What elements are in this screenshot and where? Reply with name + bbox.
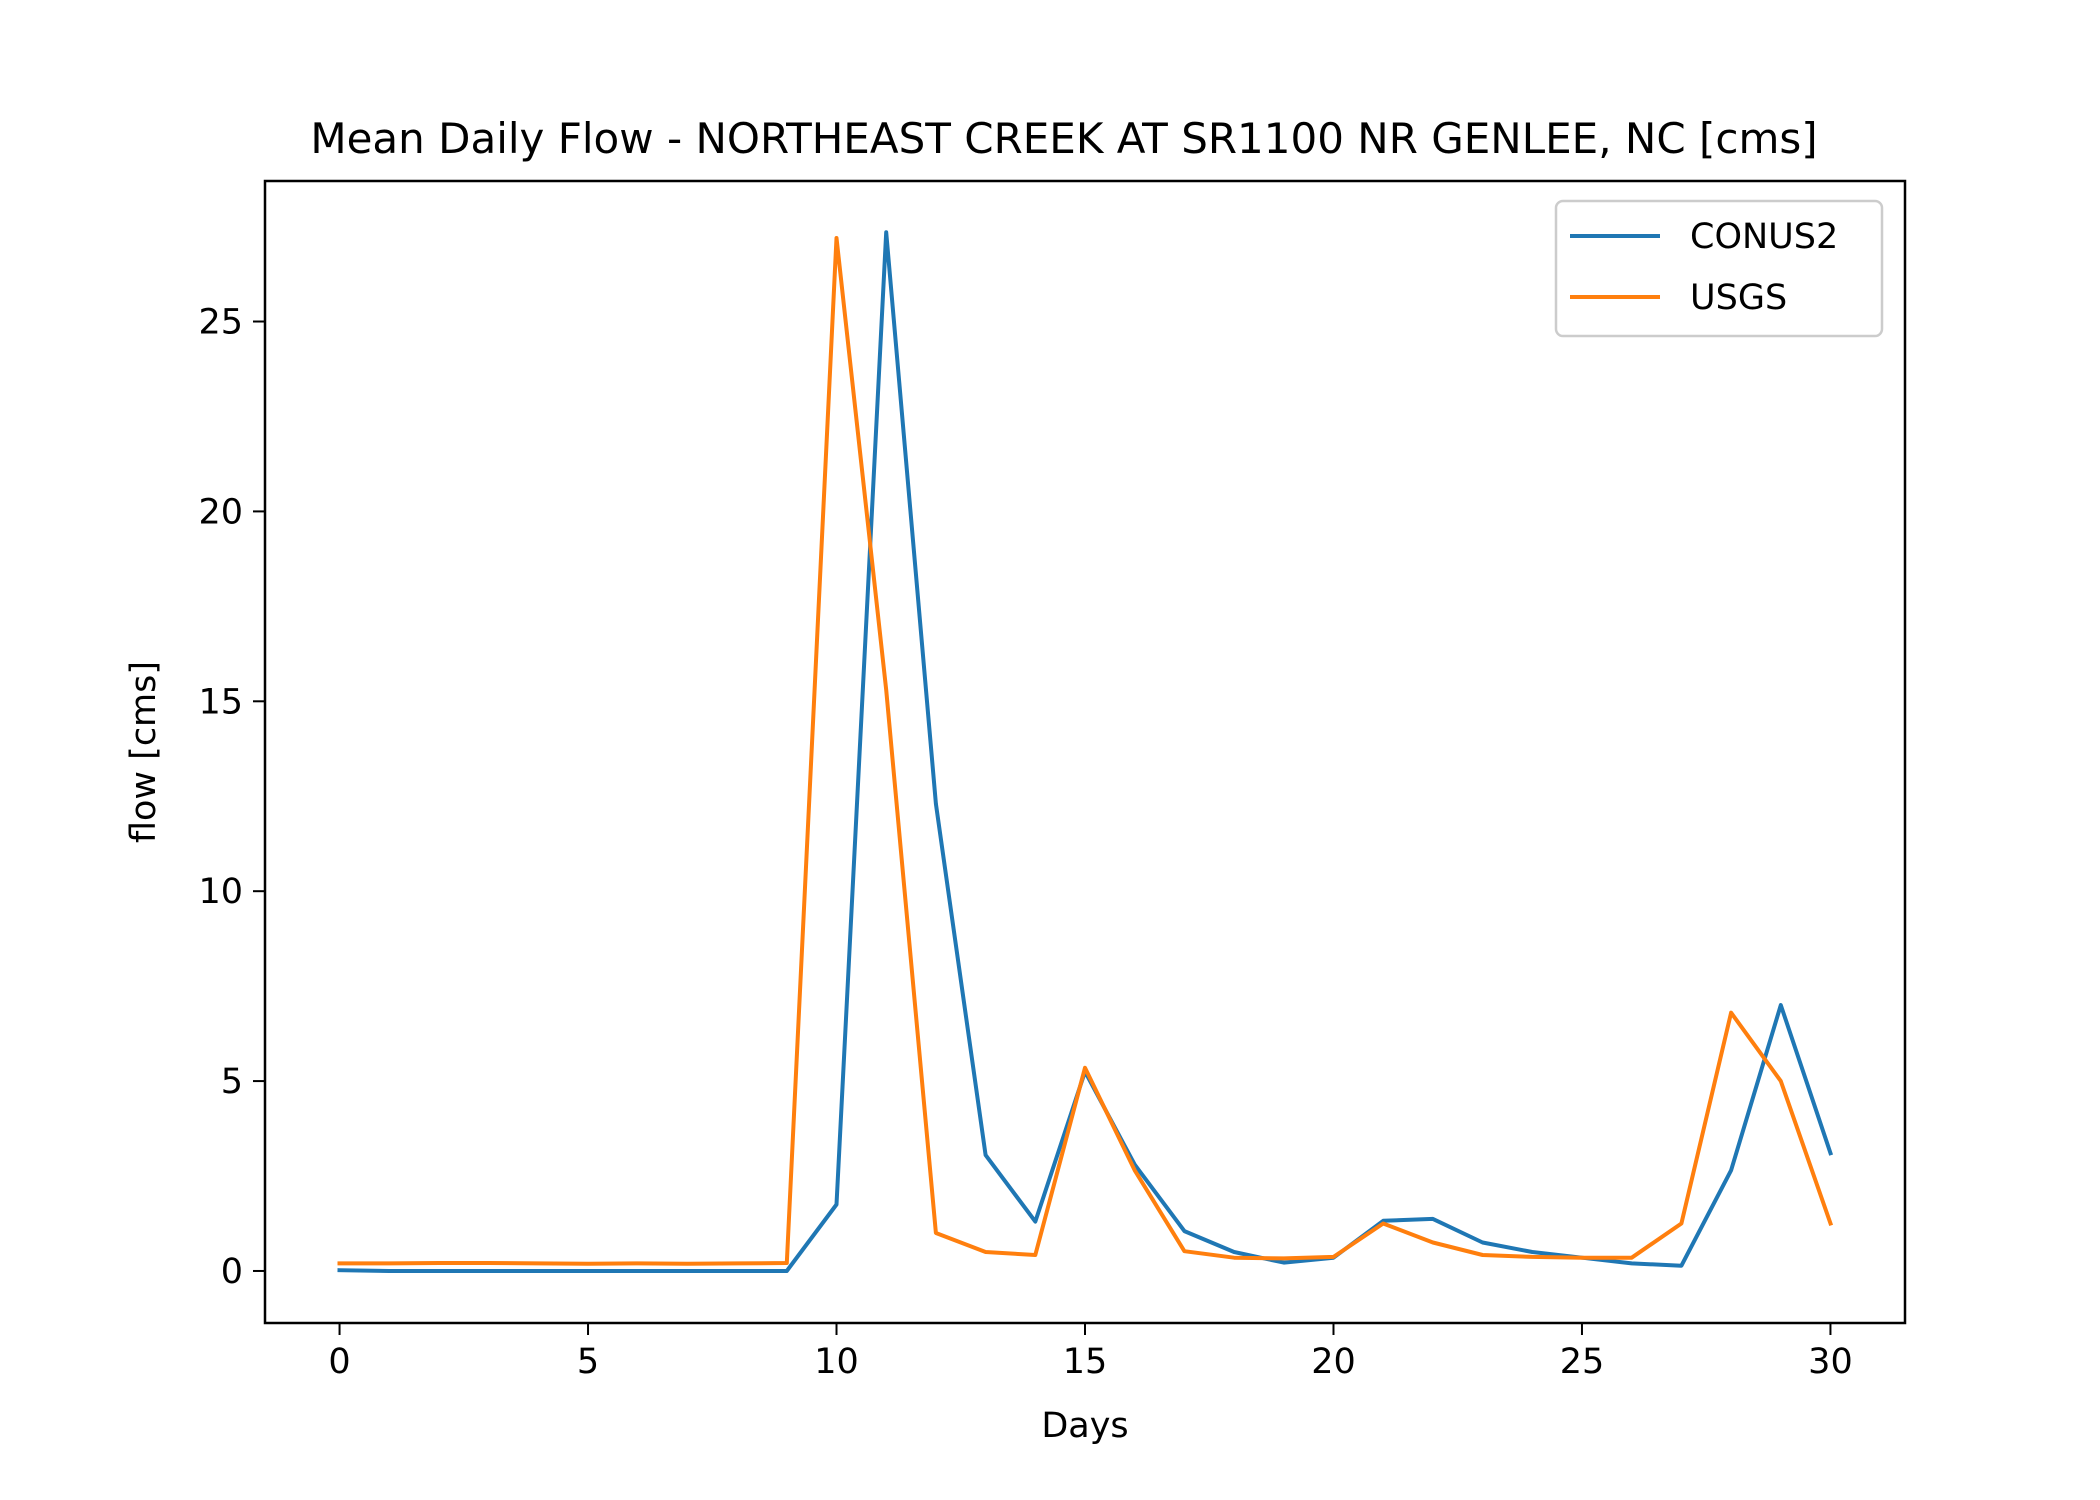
x-axis: 0 5 10 15 20 25 30 (328, 1323, 1853, 1382)
y-tick-label: 25 (198, 303, 243, 343)
x-tick-label: 5 (577, 1342, 599, 1382)
x-tick-label: 20 (1311, 1342, 1356, 1382)
y-tick-label: 20 (198, 492, 243, 532)
legend-label-conus2: CONUS2 (1690, 217, 1838, 257)
series-layer (337, 230, 1834, 1273)
x-tick-label: 10 (814, 1342, 859, 1382)
x-tick-label: 25 (1560, 1342, 1605, 1382)
y-tick-label: 15 (198, 682, 243, 722)
chart-title: Mean Daily Flow - NORTHEAST CREEK AT SR1… (310, 114, 1817, 163)
series-line-usgs (337, 236, 1834, 1266)
x-tick-label: 15 (1063, 1342, 1108, 1382)
legend-label-usgs: USGS (1690, 278, 1787, 318)
legend: CONUS2 USGS (1554, 199, 1884, 338)
x-axis-label: Days (1041, 1406, 1128, 1446)
x-tick-label: 30 (1808, 1342, 1853, 1382)
y-tick-label: 5 (221, 1062, 243, 1102)
y-axis: 0 5 10 15 20 25 (198, 303, 265, 1292)
y-tick-label: 10 (198, 872, 243, 912)
x-tick-label: 0 (328, 1342, 350, 1382)
y-tick-label: 0 (221, 1252, 243, 1292)
y-axis-label: flow [cms] (124, 661, 164, 843)
